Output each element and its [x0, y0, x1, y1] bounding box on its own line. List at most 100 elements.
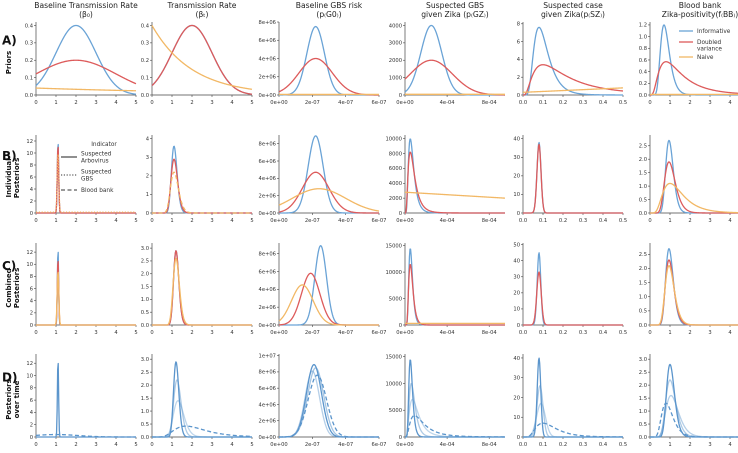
x-tick-label-3-1-4: 4 [230, 442, 234, 448]
x-tick-label-1-5-4: 4 [728, 218, 732, 224]
x-tick-label-3-0-0: 0 [34, 442, 37, 448]
y-tick-label-0-3-0: 0 [399, 93, 402, 99]
x-tick-label-1-2-2: 4e-07 [338, 218, 353, 224]
y-tick-label-1-3-5: 10000 [385, 137, 402, 143]
x-tick-label-0-3-1: 4e-04 [440, 100, 456, 106]
y-tick-label-1-0-0: 0 [30, 211, 33, 217]
series-line-3-2-final [278, 363, 380, 438]
y-tick-label-1-3-1: 2000 [389, 196, 402, 202]
y-tick-label-3-0-4: 8 [30, 386, 33, 392]
y-tick-label-2-1-0: 0.0 [141, 323, 149, 329]
series-line-3-1-mid [151, 379, 253, 438]
y-tick-label-0-5-1: 0.2 [639, 81, 647, 87]
y-tick-label-1-3-3: 6000 [389, 166, 402, 172]
series-line-3-4-early [522, 422, 624, 438]
x-tick-label-0-1-3: 3 [210, 100, 213, 106]
row-label-3: Posteriors [5, 379, 13, 419]
x-tick-label-3-4-3: 0.3 [579, 442, 587, 448]
series-line-3-1-early [151, 425, 253, 438]
column-title-pGZ: Suspected GBS [426, 1, 484, 10]
series-line-3-3-final [404, 359, 506, 438]
column-subtitle-pG0: (p₍G0₎) [316, 10, 341, 19]
y-tick-label-0-4-0: 0 [517, 93, 520, 99]
series-line-1-0-doubled-variance [35, 146, 137, 214]
y-tick-label-1-4-2: 20 [513, 174, 520, 180]
y-tick-label-2-0-3: 6 [30, 286, 33, 292]
column-subtitle-pGZ: given Zika (p₍GZ₎) [421, 10, 489, 19]
y-tick-label-2-0-2: 4 [30, 299, 34, 305]
x-tick-label-3-0-1: 1 [54, 442, 57, 448]
legend-label-line2-doubled: variance [697, 47, 722, 53]
y-tick-label-2-2-2: 4e+06 [259, 287, 276, 293]
y-tick-label-3-5-4: 2.0 [639, 383, 647, 389]
y-tick-label-3-2-1: 2e+06 [259, 419, 276, 425]
x-tick-label-2-1-4: 4 [230, 330, 234, 336]
y-tick-label-1-1-1: 1 [146, 192, 149, 198]
series-line-0-2-doubled-variance [278, 57, 380, 96]
x-tick-label-0-5-0: 0 [648, 100, 651, 106]
y-tick-label-2-1-1: 0.5 [141, 310, 149, 316]
x-tick-label-1-5-3: 3 [708, 218, 711, 224]
y-tick-label-3-4-4: 40 [513, 356, 520, 362]
x-tick-label-2-5-1: 1 [668, 330, 671, 336]
series-line-0-0-informative [35, 24, 137, 95]
y-tick-label-2-4-3: 30 [513, 275, 520, 281]
y-tick-label-2-4-1: 10 [513, 307, 520, 313]
row-letter-1: B) [2, 149, 17, 163]
series-line-0-3-informative [404, 24, 506, 96]
series-line-1-0-naive [35, 153, 137, 213]
series-line-0-4-naive [522, 87, 624, 93]
y-tick-label-1-1-3: 3 [146, 155, 149, 161]
series-line-1-3-doubled-variance [404, 151, 506, 214]
y-tick-label-1-0-5: 10 [26, 151, 33, 157]
y-tick-label-3-5-6: 3.0 [639, 357, 647, 363]
x-tick-label-2-4-4: 0.4 [599, 330, 608, 336]
x-tick-label-2-4-1: 0.1 [539, 330, 547, 336]
column-subtitle-pSZ: given Zika(p₍SZ₎) [541, 10, 605, 19]
x-tick-label-1-2-0: 0e+00 [270, 218, 287, 224]
y-tick-label-3-3-1: 5000 [389, 408, 402, 414]
series-line-1-2-naive [278, 188, 380, 212]
y-tick-label-0-3-2: 2000 [389, 58, 402, 64]
x-tick-label-0-4-0: 0.0 [519, 100, 527, 106]
y-tick-label-1-2-4: 8e+06 [259, 141, 276, 147]
y-tick-label-1-0-2: 4 [30, 187, 34, 193]
indicator-label-0: Suspected [81, 152, 112, 158]
x-tick-label-1-2-1: 2e-07 [305, 218, 320, 224]
y-tick-label-0-4-2: 4 [517, 57, 521, 63]
x-tick-label-1-4-4: 0.4 [599, 218, 608, 224]
legend-label-informative: Informative [697, 29, 731, 35]
y-tick-label-1-2-1: 2e+06 [259, 193, 276, 199]
x-tick-label-1-0-3: 3 [94, 218, 97, 224]
y-tick-label-3-0-2: 4 [30, 410, 34, 416]
x-tick-label-2-0-1: 1 [54, 330, 57, 336]
row-label-line2-3: over time [13, 380, 21, 418]
y-tick-label-0-5-5: 1.0 [639, 34, 647, 40]
x-tick-label-1-1-4: 4 [230, 218, 234, 224]
x-tick-label-2-4-2: 0.2 [559, 330, 567, 336]
y-tick-label-3-4-0: 0 [517, 435, 520, 441]
series-line-0-0-doubled-variance [35, 59, 137, 85]
y-tick-label-0-3-1: 1000 [389, 75, 402, 81]
x-tick-label-1-4-2: 0.2 [559, 218, 567, 224]
series-line-3-0-early [35, 433, 137, 438]
y-tick-label-2-4-0: 0 [517, 323, 520, 329]
x-tick-label-3-0-5: 5 [134, 442, 137, 448]
x-tick-label-0-1-5: 5 [250, 100, 253, 106]
y-tick-label-2-0-0: 0 [30, 323, 33, 329]
y-tick-label-1-5-5: 2.5 [639, 144, 647, 150]
y-tick-label-0-2-4: 8e+06 [259, 20, 276, 26]
x-tick-label-3-5-3: 3 [708, 442, 711, 448]
series-line-3-3-early [404, 414, 506, 438]
y-tick-label-1-5-4: 2.0 [639, 157, 647, 163]
y-tick-label-0-0-0: 0.0 [25, 93, 33, 99]
x-tick-label-0-5-3: 3 [708, 100, 711, 106]
x-tick-label-0-1-2: 2 [190, 100, 193, 106]
series-line-2-2-informative [278, 245, 380, 326]
y-tick-label-0-0-4: 0.4 [25, 23, 34, 29]
x-tick-label-0-3-2: 8e-04 [482, 100, 498, 106]
x-tick-label-0-5-1: 1 [668, 100, 671, 106]
y-tick-label-1-4-0: 0 [517, 211, 520, 217]
y-tick-label-3-2-5: 1e+07 [259, 353, 276, 359]
